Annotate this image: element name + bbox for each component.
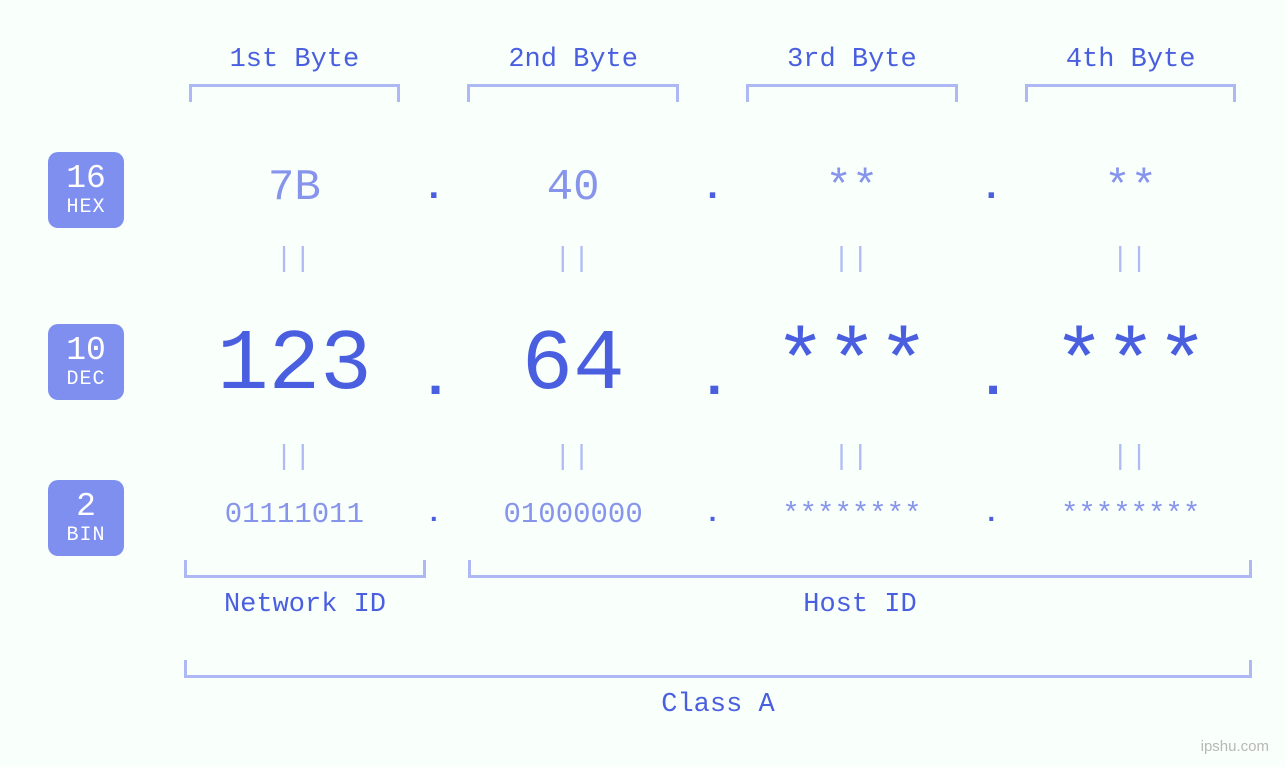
equals-glyph: || (170, 442, 419, 473)
equals-glyph: || (1006, 442, 1255, 473)
base-badge-bin: 2 BIN (48, 480, 124, 556)
top-bracket-3 (746, 84, 957, 102)
hex-byte-4: ** (1006, 163, 1255, 213)
network-id-bracket (184, 560, 426, 578)
class-bracket (184, 660, 1252, 678)
host-id-bracket (468, 560, 1252, 578)
hex-byte-3: ** (728, 163, 977, 213)
dec-byte-1: 123 (170, 316, 419, 414)
dot: . (698, 347, 728, 411)
base-badge-dec: 10 DEC (48, 324, 124, 400)
top-bracket-2 (467, 84, 678, 102)
dec-byte-2: 64 (449, 316, 698, 414)
byte-header-2: 2nd Byte (449, 45, 698, 75)
bin-byte-3: ******** (728, 498, 977, 531)
base-badge-hex-num: 16 (66, 162, 106, 195)
dot: . (419, 347, 449, 411)
base-badge-hex-abbr: HEX (66, 198, 105, 218)
hex-byte-2: 40 (449, 163, 698, 213)
dec-byte-3: *** (728, 316, 977, 414)
equals-glyph: || (449, 244, 698, 275)
class-label: Class A (184, 690, 1252, 720)
base-badge-dec-num: 10 (66, 334, 106, 367)
top-bracket-row (170, 84, 1255, 102)
equals-glyph: || (170, 244, 419, 275)
equals-row-2: || || || || (170, 442, 1255, 473)
dot: . (419, 499, 449, 530)
byte-header-1: 1st Byte (170, 45, 419, 75)
dot: . (419, 167, 449, 210)
dec-byte-4: *** (1006, 316, 1255, 414)
dot: . (698, 499, 728, 530)
bin-byte-4: ******** (1006, 498, 1255, 531)
dot: . (976, 347, 1006, 411)
equals-glyph: || (1006, 244, 1255, 275)
diagram-canvas: 1st Byte 2nd Byte 3rd Byte 4th Byte 16 H… (0, 0, 1285, 767)
base-badge-dec-abbr: DEC (66, 370, 105, 390)
dot: . (976, 167, 1006, 210)
bin-byte-1: 01111011 (170, 498, 419, 531)
byte-header-row: 1st Byte 2nd Byte 3rd Byte 4th Byte (170, 45, 1255, 75)
dec-row: 123 . 64 . *** . *** (170, 316, 1255, 414)
bin-byte-2: 01000000 (449, 498, 698, 531)
equals-glyph: || (728, 244, 977, 275)
equals-row-1: || || || || (170, 244, 1255, 275)
base-badge-bin-abbr: BIN (66, 526, 105, 546)
network-id-label: Network ID (184, 590, 426, 620)
top-bracket-1 (189, 84, 400, 102)
top-bracket-4 (1025, 84, 1236, 102)
equals-glyph: || (449, 442, 698, 473)
base-badge-bin-num: 2 (76, 490, 96, 523)
bin-row: 01111011 . 01000000 . ******** . *******… (170, 498, 1255, 531)
hex-byte-1: 7B (170, 163, 419, 213)
dot: . (976, 499, 1006, 530)
watermark: ipshu.com (1201, 738, 1269, 755)
hex-row: 7B . 40 . ** . ** (170, 163, 1255, 213)
byte-header-4: 4th Byte (1006, 45, 1255, 75)
base-badge-hex: 16 HEX (48, 152, 124, 228)
equals-glyph: || (728, 442, 977, 473)
host-id-label: Host ID (468, 590, 1252, 620)
byte-header-3: 3rd Byte (728, 45, 977, 75)
dot: . (698, 167, 728, 210)
